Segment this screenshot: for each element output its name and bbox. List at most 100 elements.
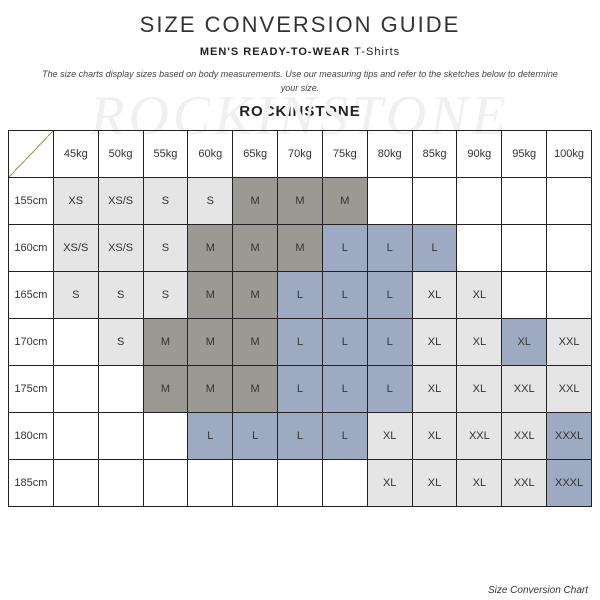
table-row: 155cmXSXS/SSSMMM (9, 178, 592, 225)
row-header: 170cm (9, 319, 54, 366)
size-cell: XL (367, 460, 412, 507)
size-cell: XXL (502, 460, 547, 507)
size-cell: L (322, 413, 367, 460)
size-table: 45kg50kg55kg60kg65kg70kg75kg80kg85kg90kg… (8, 130, 592, 507)
size-cell: XL (457, 366, 502, 413)
size-cell (98, 413, 143, 460)
size-cell: XXXL (547, 460, 592, 507)
size-cell: L (367, 225, 412, 272)
size-cell (457, 178, 502, 225)
size-cell: XL (367, 413, 412, 460)
size-cell: M (233, 319, 278, 366)
size-cell: L (367, 319, 412, 366)
column-header: 90kg (457, 131, 502, 178)
size-cell (53, 366, 98, 413)
size-cell (143, 460, 188, 507)
table-row: 175cmMMMLLLXLXLXXLXXL (9, 366, 592, 413)
size-cell: L (188, 413, 233, 460)
size-cell: M (233, 366, 278, 413)
table-row: 160cmXS/SXS/SSMMMLLL (9, 225, 592, 272)
size-cell: M (233, 272, 278, 319)
corner-cell (9, 131, 54, 178)
size-cell: M (233, 178, 278, 225)
size-cell: S (188, 178, 233, 225)
size-cell: L (233, 413, 278, 460)
size-cell (233, 460, 278, 507)
size-cell: XL (412, 413, 457, 460)
size-cell: XXL (547, 366, 592, 413)
size-cell (53, 413, 98, 460)
size-cell: XS/S (98, 225, 143, 272)
size-cell: XXXL (547, 413, 592, 460)
size-cell: M (143, 366, 188, 413)
size-cell: XL (502, 319, 547, 366)
column-header: 65kg (233, 131, 278, 178)
size-cell (547, 178, 592, 225)
size-cell: L (367, 272, 412, 319)
size-cell: L (278, 366, 323, 413)
size-cell (322, 460, 367, 507)
size-cell (457, 225, 502, 272)
brand-name: ROCKINSTONE (8, 103, 592, 120)
size-cell: XL (457, 460, 502, 507)
size-cell: XL (412, 319, 457, 366)
size-cell: L (322, 366, 367, 413)
size-cell (278, 460, 323, 507)
size-cell (367, 178, 412, 225)
column-header: 100kg (547, 131, 592, 178)
size-cell: L (412, 225, 457, 272)
size-cell: M (233, 225, 278, 272)
row-header: 185cm (9, 460, 54, 507)
table-row: 165cmSSSMMLLLXLXL (9, 272, 592, 319)
size-cell: L (278, 319, 323, 366)
size-cell (547, 272, 592, 319)
size-cell: XL (412, 272, 457, 319)
column-header: 50kg (98, 131, 143, 178)
page-title: SIZE CONVERSION GUIDE (8, 12, 592, 38)
column-header: 80kg (367, 131, 412, 178)
size-cell: M (322, 178, 367, 225)
row-header: 155cm (9, 178, 54, 225)
size-cell: XS (53, 178, 98, 225)
row-header: 175cm (9, 366, 54, 413)
size-cell: L (278, 413, 323, 460)
table-row: 170cmSMMMLLLXLXLXLXXL (9, 319, 592, 366)
table-row: 185cmXLXLXLXXLXXXL (9, 460, 592, 507)
size-cell: XXL (547, 319, 592, 366)
size-cell: XS/S (98, 178, 143, 225)
size-cell: M (278, 225, 323, 272)
size-cell: S (98, 319, 143, 366)
size-cell: L (278, 272, 323, 319)
size-cell: S (98, 272, 143, 319)
size-cell: XL (412, 460, 457, 507)
column-header: 70kg (278, 131, 323, 178)
row-header: 180cm (9, 413, 54, 460)
size-cell (412, 178, 457, 225)
size-cell: M (188, 272, 233, 319)
table-caption: Size Conversion Chart (488, 585, 588, 596)
size-cell (188, 460, 233, 507)
size-cell: XL (457, 272, 502, 319)
column-header: 45kg (53, 131, 98, 178)
size-cell (53, 319, 98, 366)
table-row: 180cmLLLLXLXLXXLXXLXXXL (9, 413, 592, 460)
column-header: 75kg (322, 131, 367, 178)
size-cell: S (143, 225, 188, 272)
instruction-text: The size charts display sizes based on b… (8, 68, 592, 95)
row-header: 160cm (9, 225, 54, 272)
size-cell (53, 460, 98, 507)
size-cell: M (278, 178, 323, 225)
size-cell: M (188, 319, 233, 366)
size-cell: M (188, 366, 233, 413)
size-cell: XXL (502, 366, 547, 413)
size-cell: XXL (457, 413, 502, 460)
size-cell: M (143, 319, 188, 366)
column-header: 95kg (502, 131, 547, 178)
size-cell: XL (457, 319, 502, 366)
size-cell: S (53, 272, 98, 319)
size-cell (502, 272, 547, 319)
size-cell: S (143, 272, 188, 319)
size-cell (502, 178, 547, 225)
size-cell: XL (412, 366, 457, 413)
column-header: 85kg (412, 131, 457, 178)
